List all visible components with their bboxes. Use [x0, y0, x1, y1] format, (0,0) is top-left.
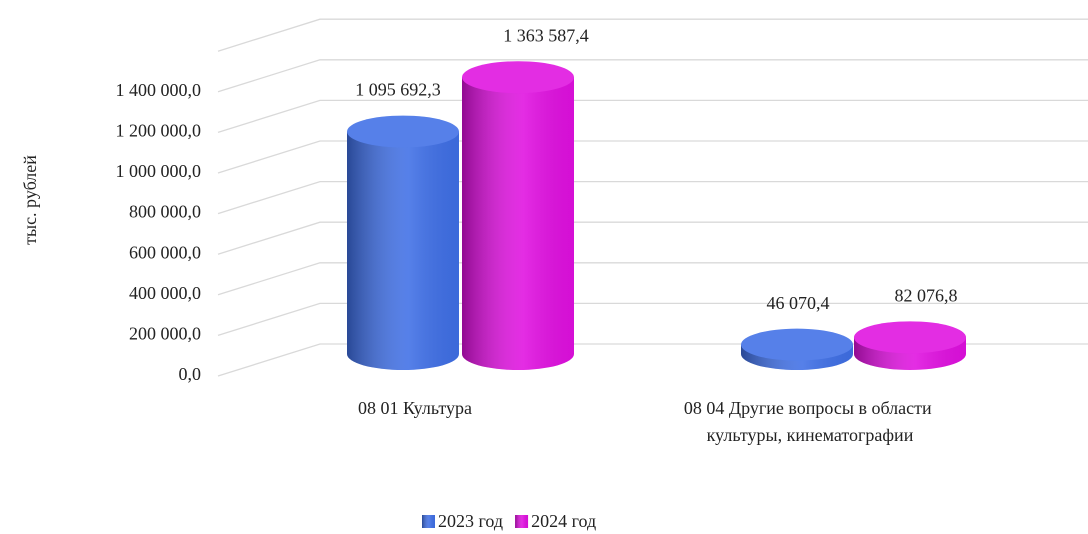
- grid-line: [217, 262, 1088, 296]
- bar-top: [347, 115, 459, 148]
- data-label: 46 070,4: [767, 293, 830, 313]
- y-tick-label: 1 200 000,0: [116, 121, 202, 141]
- x-tick-label: 08 01 Культура: [358, 398, 472, 418]
- data-label: 1 095 692,3: [355, 80, 441, 100]
- y-tick-label: 800 000,0: [129, 202, 201, 222]
- wall-edge: [217, 18, 1088, 52]
- bar-top: [741, 328, 853, 361]
- grid-line: [217, 221, 1088, 255]
- grid-line: [217, 59, 1088, 93]
- grid-line: [217, 302, 1088, 337]
- grid-line: [217, 99, 1088, 134]
- bar-top-shade: [741, 328, 853, 361]
- grid-line: [217, 180, 1088, 215]
- y-tick-label: 200 000,0: [129, 324, 201, 344]
- y-tick-label: 1 000 000,0: [116, 161, 202, 181]
- bar-shade: [347, 131, 459, 370]
- bar-shade: [462, 77, 574, 370]
- bar-top-shade: [347, 115, 459, 148]
- bar-top-shade: [854, 321, 966, 354]
- grid-line: [217, 140, 1088, 174]
- legend-swatch-shade: [515, 515, 529, 528]
- y-tick-label: 1 400 000,0: [116, 80, 202, 100]
- bar-top: [462, 61, 574, 94]
- y-tick-label: 400 000,0: [129, 283, 201, 303]
- y-tick-label: 0,0: [179, 364, 202, 384]
- data-label: 82 076,8: [895, 285, 958, 305]
- legend-swatch-shade: [422, 515, 435, 528]
- x-tick-label: 08 04 Другие вопросы в области культуры,…: [684, 398, 936, 445]
- bar-top-shade: [462, 61, 574, 94]
- y-axis-title: тыс. рублей: [20, 155, 40, 245]
- legend-label: 2024 год: [531, 511, 596, 531]
- bar-top: [854, 321, 966, 354]
- data-label: 1 363 587,4: [503, 25, 589, 45]
- y-tick-label: 600 000,0: [129, 242, 201, 262]
- legend-label: 2023 год: [438, 511, 503, 531]
